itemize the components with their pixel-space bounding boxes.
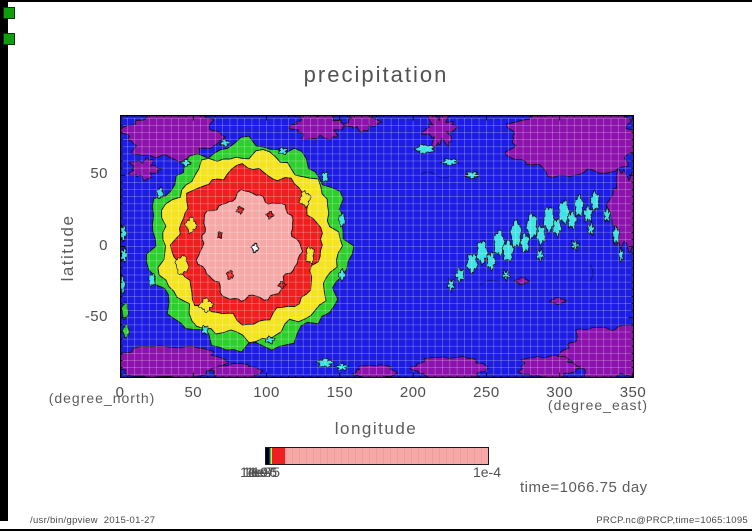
x-tick: 250 [473, 384, 500, 401]
y-axis-unit: (degree_north) [48, 390, 156, 406]
colorbar-left-labels: 1e-9 1e-8 1e-7 1e-6 1e-5 [240, 464, 320, 482]
window-border-top [0, 0, 752, 2]
time-annotation: time=1066.75 day [520, 479, 648, 496]
x-tick: 100 [253, 384, 280, 401]
colorbar-left-label: 1e-7 [246, 464, 275, 480]
x-tick: 200 [399, 384, 427, 401]
contour-map [120, 115, 634, 378]
x-tick: 150 [326, 384, 354, 401]
colorbar-segment-pink [284, 448, 488, 464]
x-axis-label: longitude [334, 419, 418, 438]
colorbar [265, 447, 489, 465]
window-border-left [0, 0, 8, 521]
colorbar-left-label: 1e-8 [243, 464, 272, 480]
x-tick: 0 [115, 384, 125, 401]
x-axis-unit: (degree_east) [547, 397, 649, 413]
y-tick: 50 [90, 165, 108, 183]
colorbar-segment-yellow [270, 448, 272, 464]
window-border-bottom [0, 529, 752, 531]
x-tick: 350 [619, 384, 647, 401]
colorbar-left-label: 1e-5 [252, 464, 281, 480]
window-button-green-1[interactable] [3, 7, 15, 19]
colorbar-segment-red [271, 448, 285, 464]
colorbar-segment-black [266, 448, 269, 464]
colorbar-right-label: 1e-4 [472, 464, 502, 480]
page-title: precipitation [303, 62, 449, 87]
window-button-green-2[interactable] [3, 33, 15, 45]
x-tick: 50 [184, 384, 203, 401]
x-tick: 300 [546, 384, 573, 401]
colorbar-segment-green [269, 448, 271, 464]
y-tick: -50 [84, 307, 108, 325]
colorbar-segment-blue [268, 448, 270, 464]
footer-command-date: /usr/bin/gpview 2015-01-27 [30, 515, 156, 526]
y-tick: 0 [99, 236, 108, 254]
colorbar-left-label: 1e-6 [249, 464, 278, 480]
footer-data-source: PRCP.nc@PRCP,time=1065:1095 [596, 515, 748, 526]
colorbar-left-label: 1e-9 [240, 464, 269, 480]
